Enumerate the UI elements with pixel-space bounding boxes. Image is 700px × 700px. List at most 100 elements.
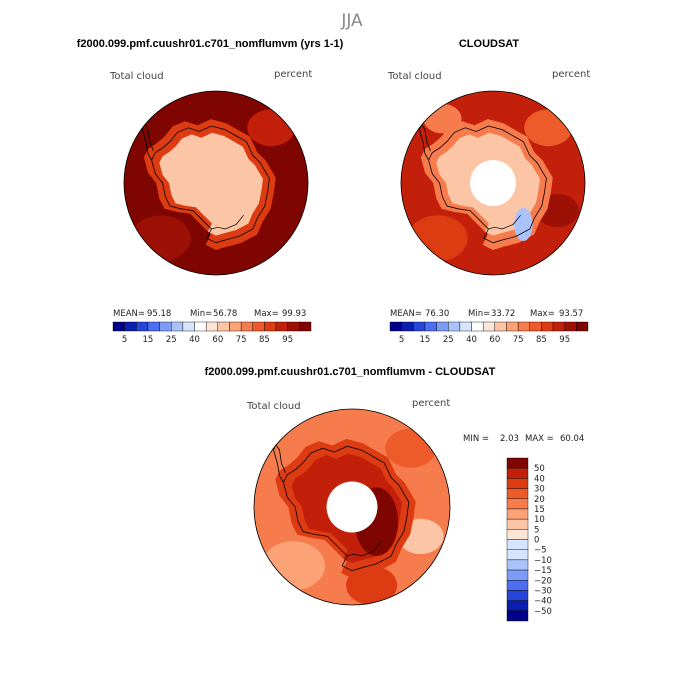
colorbar-tick-label: 15 — [420, 335, 431, 345]
colorbar-tick-label: 20 — [534, 495, 545, 505]
colorbar-tick-label: 75 — [513, 335, 524, 345]
field-patch — [261, 541, 326, 591]
coastline — [428, 125, 547, 244]
colorbar-cell — [506, 600, 529, 612]
min-label: Min= — [190, 309, 212, 319]
min-label: MIN = — [463, 434, 489, 444]
season-title: JJA — [340, 11, 363, 31]
stats-line: MEAN= 76.30 Min= 33.72 Max= 93.57 — [390, 309, 583, 319]
colorbar-cell — [506, 518, 529, 530]
colorbar-tick-label: 40 — [189, 335, 200, 345]
colorbar-cell — [506, 610, 529, 622]
colorbar-cell — [541, 321, 554, 332]
panel-title: f2000.099.pmf.cuushr01.c701_nomflumvm (y… — [77, 38, 344, 50]
ice-shelf-edge — [211, 214, 244, 230]
coastline — [151, 125, 270, 244]
min-value: 56.78 — [213, 309, 237, 319]
colorbar-cell — [506, 321, 519, 332]
colorbar-cell — [506, 580, 529, 591]
map-border — [253, 408, 451, 606]
colorbar-tick-label: 25 — [166, 335, 177, 345]
units-label: percent — [552, 69, 590, 80]
units-label: percent — [274, 69, 312, 80]
colorbar-cell — [240, 321, 253, 332]
colorbar-cell — [506, 478, 529, 489]
colorbar-tick-label: 5 — [122, 335, 127, 345]
colorbar-cell — [506, 467, 529, 479]
ice-shelf-edge — [347, 541, 382, 557]
colorbar-cell — [147, 321, 160, 332]
min-label: Min= — [468, 309, 490, 319]
colorbar-tick-label: 60 — [212, 335, 223, 345]
polar-map — [401, 91, 585, 275]
colorbar-cell — [517, 321, 530, 332]
colorbar-cell — [275, 321, 288, 332]
colorbar-cell — [171, 321, 184, 332]
field-patch — [524, 109, 573, 147]
colorbar: 5 15 25 40 60 75 85 95 — [389, 321, 589, 345]
stats-line: MEAN= 95.18 Min= 56.78 Max= 99.93 — [113, 309, 306, 319]
mean-value: 95.18 — [147, 309, 171, 319]
colorbar-tick-label: 75 — [236, 335, 247, 345]
colorbar-cell — [506, 498, 529, 510]
coastline — [283, 445, 410, 572]
polar-map — [124, 91, 308, 275]
panel-title: f2000.099.pmf.cuushr01.c701_nomflumvm - … — [205, 366, 496, 378]
colorbar-cell — [112, 321, 125, 332]
panel-title: CLOUDSAT — [459, 38, 520, 50]
colorbar-cell — [564, 321, 577, 332]
field-patch — [407, 215, 468, 262]
max-label: Max= — [254, 309, 279, 319]
colorbar-tick-label: 5 — [534, 525, 539, 535]
colorbar-cell — [389, 321, 402, 332]
colorbar-tick-label: 95 — [282, 335, 293, 345]
colorbar-tick-label: 85 — [536, 335, 547, 345]
colorbar-cell — [482, 321, 496, 332]
panel-cloudsat: CLOUDSAT Total cloud percent MEAN= 76.30… — [387, 38, 590, 345]
colorbar-tick-label: 60 — [489, 335, 500, 345]
colorbar-cell — [436, 321, 449, 332]
stats-line: MIN = 2.03 MAX = 60.04 — [463, 434, 584, 444]
colorbar-cell — [194, 321, 207, 332]
mean-label: MEAN= — [113, 309, 145, 319]
colorbar-cell — [506, 457, 529, 469]
colorbar-cell — [448, 321, 461, 332]
colorbar-cell — [413, 321, 426, 332]
variable-label: Total cloud — [387, 71, 442, 82]
colorbar-cell — [299, 321, 312, 332]
min-value: 33.72 — [491, 309, 515, 319]
field-patch — [247, 109, 296, 147]
colorbar-cell — [529, 321, 542, 332]
max-value: 93.57 — [559, 309, 583, 319]
colorbar-tick-label: 85 — [259, 335, 270, 345]
variable-label: Total cloud — [246, 401, 301, 412]
max-label: MAX = — [525, 434, 554, 444]
map-border — [123, 90, 309, 276]
colorbar-tick-label: −50 — [534, 607, 552, 617]
colorbar-tick-label: 0 — [534, 536, 539, 546]
colorbar-tick-label: 15 — [143, 335, 154, 345]
polar-map — [254, 409, 450, 605]
panel-difference: f2000.099.pmf.cuushr01.c701_nomflumvm - … — [205, 366, 584, 622]
colorbar-cell — [506, 569, 529, 581]
colorbar-cell — [506, 590, 529, 601]
colorbar-tick-label: 50 — [534, 464, 545, 474]
missing-data-hole — [326, 481, 378, 533]
colorbar-tick-label: −20 — [534, 576, 552, 586]
colorbar-cell — [264, 321, 277, 332]
ice-shelf-edge — [488, 214, 521, 230]
field-patch — [130, 215, 191, 262]
colorbar-cell — [401, 321, 414, 332]
colorbar-tick-label: 5 — [399, 335, 404, 345]
colorbar-cell — [124, 321, 137, 332]
colorbar-tick-label: 95 — [559, 335, 570, 345]
colorbar-cell — [287, 321, 300, 332]
colorbar-cell — [506, 529, 529, 540]
max-label: Max= — [530, 309, 555, 319]
colorbar-cell — [506, 539, 529, 550]
interior-field — [159, 132, 263, 236]
colorbar-cell — [506, 549, 529, 561]
colorbar-tick-label: 40 — [466, 335, 477, 345]
